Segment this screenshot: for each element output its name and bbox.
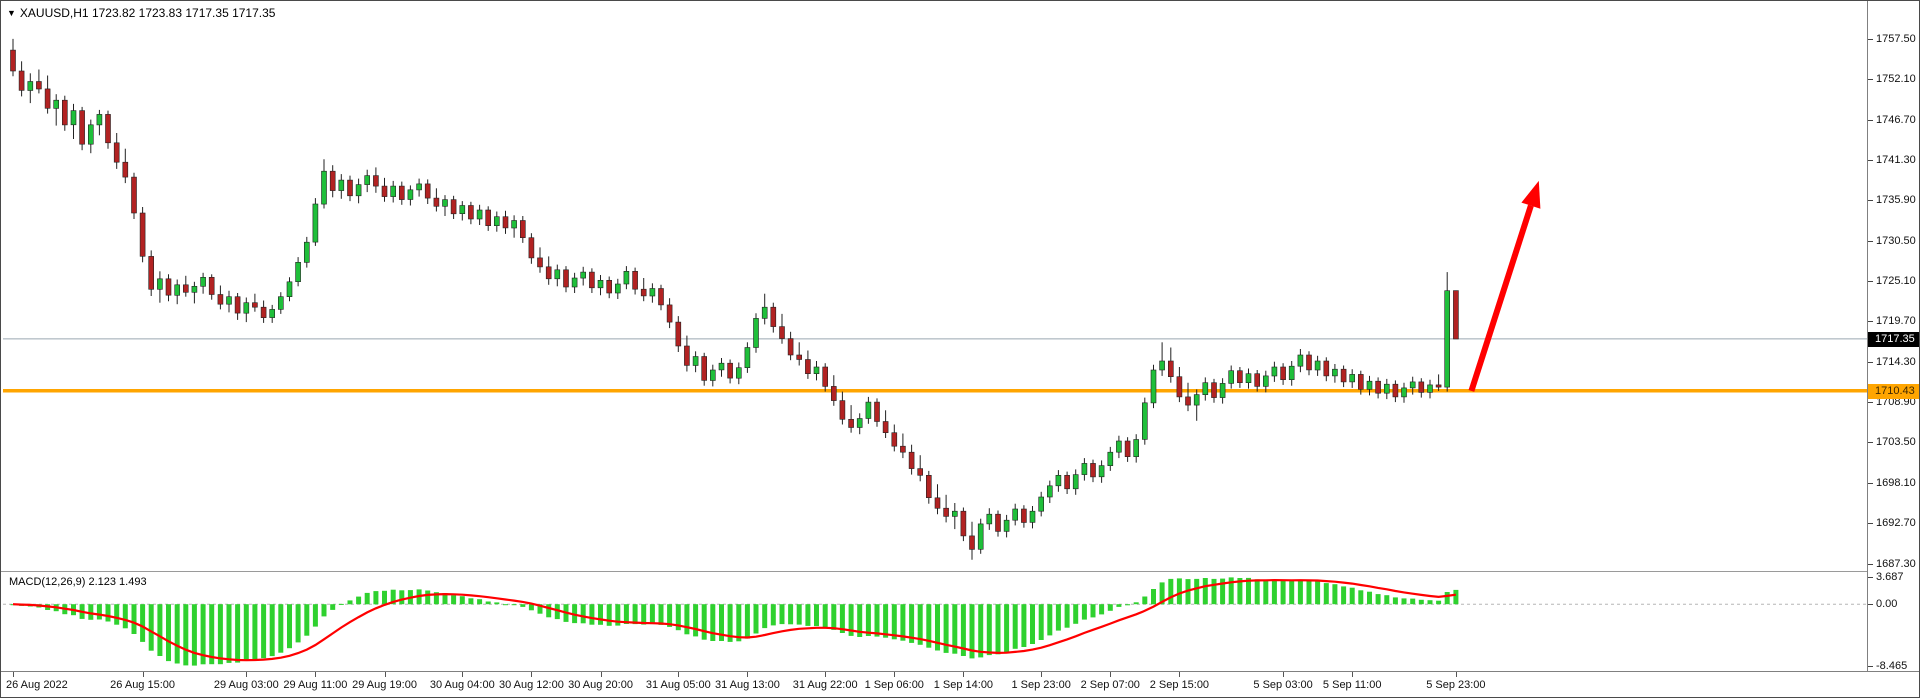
symbol-ohlc-label: XAUUSD,H1 1723.82 1723.83 1717.35 1717.3… — [19, 6, 276, 20]
time-axis-label: 30 Aug 04:00 — [429, 679, 495, 691]
chart-header: ▼ XAUUSD,H1 1723.82 1723.83 1717.35 1717.… — [7, 6, 275, 20]
time-axis-label: 31 Aug 22:00 — [792, 679, 858, 691]
macd-axis-tick — [1868, 604, 1873, 606]
time-axis-label: 1 Sep 06:00 — [864, 679, 924, 691]
time-axis-tick — [384, 672, 386, 677]
time-axis-tick — [600, 672, 602, 677]
trend-arrow-head[interactable] — [1521, 180, 1541, 209]
price-axis-tick — [1868, 159, 1873, 161]
time-axis-tick — [963, 672, 965, 677]
time-axis-label: 1 Sep 23:00 — [1011, 679, 1071, 691]
time-axis-tick — [142, 672, 144, 677]
price-axis-tick — [1868, 281, 1873, 283]
price-axis-tick — [1868, 523, 1873, 525]
macd-indicator-label: MACD(12,26,9) 2.123 1.493 — [9, 576, 147, 588]
price-axis-tick — [1868, 442, 1873, 444]
trend-arrow-line[interactable] — [1468, 204, 1534, 392]
macd-axis-label: 0.00 — [1876, 598, 1898, 611]
time-axis-tick — [1041, 672, 1043, 677]
macd-axis-tick — [1868, 665, 1873, 667]
price-axis-label: 1725.10 — [1876, 275, 1916, 288]
time-axis-tick — [1352, 672, 1354, 677]
time-axis-label: 30 Aug 12:00 — [498, 679, 564, 691]
time-axis-label: 2 Sep 15:00 — [1149, 679, 1210, 691]
price-axis-label: 1692.70 — [1876, 517, 1916, 530]
price-axis-tick — [1868, 482, 1873, 484]
time-axis-tick — [747, 672, 749, 677]
price-axis-tick — [1868, 361, 1873, 363]
time-axis-tick — [1110, 672, 1112, 677]
time-axis-label: 30 Aug 20:00 — [568, 679, 633, 691]
time-axis-tick — [894, 672, 896, 677]
panel-separator[interactable] — [1, 571, 1919, 572]
time-axis-tick — [531, 672, 533, 677]
time-axis-tick — [462, 672, 464, 677]
time-axis-tick — [678, 672, 680, 677]
price-axis-label: 1719.70 — [1876, 315, 1916, 328]
time-axis-tick — [246, 672, 248, 677]
price-axis-tick — [1868, 119, 1873, 121]
price-axis-label: 1714.30 — [1876, 355, 1916, 368]
price-axis-tick — [1868, 200, 1873, 202]
time-axis-label: 29 Aug 19:00 — [352, 679, 417, 691]
panel-separator[interactable] — [1, 671, 1919, 672]
candles — [10, 38, 1459, 560]
price-axis-label: 1703.50 — [1876, 436, 1916, 449]
hline-price-tag: 1710.43 — [1868, 383, 1919, 399]
macd-axis-label: -8.465 — [1876, 659, 1908, 672]
macd-panel-canvas[interactable] — [3, 573, 1869, 671]
price-axis-tick — [1868, 563, 1873, 565]
time-axis-label: 2 Sep 07:00 — [1080, 679, 1140, 691]
macd-histogram — [10, 577, 1459, 666]
macd-indicator-chart — [3, 577, 1869, 666]
price-axis-label: 1757.50 — [1876, 32, 1916, 45]
time-axis-tick — [1179, 672, 1181, 677]
macd-signal-line — [12, 578, 1457, 662]
time-axis-label: 26 Aug 2022 — [6, 679, 68, 691]
macd-axis-label: 3.687 — [1876, 571, 1904, 584]
time-axis-label: 31 Aug 05:00 — [645, 679, 711, 691]
price-axis-label: 1746.70 — [1876, 113, 1916, 126]
time-axis-label: 5 Sep 23:00 — [1426, 679, 1486, 691]
chart-dropdown-icon[interactable]: ▼ — [7, 8, 16, 18]
time-axis-label: 5 Sep 11:00 — [1322, 679, 1382, 691]
price-axis-label: 1698.10 — [1876, 476, 1916, 489]
time-axis-label: 31 Aug 13:00 — [714, 679, 780, 691]
last-price-tag: 1717.35 — [1868, 331, 1919, 347]
price-axis-label: 1752.10 — [1876, 73, 1916, 86]
price-axis-label: 1730.50 — [1876, 234, 1916, 247]
time-axis-tick — [1455, 672, 1457, 677]
time-axis-label: 1 Sep 14:00 — [933, 679, 994, 691]
price-axis-tick — [1868, 240, 1873, 242]
time-axis[interactable]: 26 Aug 2022 26 Aug 15:00 29 Aug 03:00 29 Au… — [1, 672, 1919, 697]
time-axis-tick — [1283, 672, 1285, 677]
time-axis-tick — [13, 672, 14, 677]
time-axis-label: 5 Sep 03:00 — [1253, 679, 1313, 691]
price-chart-canvas[interactable] — [3, 3, 1869, 571]
time-axis-label: 29 Aug 11:00 — [283, 679, 348, 691]
price-axis-label: 1741.30 — [1876, 153, 1916, 166]
macd-axis-tick — [1868, 577, 1873, 579]
price-axis-tick — [1868, 402, 1873, 404]
price-axis-label: 1687.30 — [1876, 557, 1916, 570]
time-axis-tick — [315, 672, 317, 677]
price-axis-tick — [1868, 79, 1873, 81]
time-axis-tick — [825, 672, 827, 677]
time-axis-label: 26 Aug 15:00 — [110, 679, 176, 691]
time-axis-label: 29 Aug 03:00 — [213, 679, 279, 691]
price-axis-tick — [1868, 321, 1873, 323]
price-axis-tick — [1868, 38, 1873, 40]
price-axis-label: 1735.90 — [1876, 194, 1916, 207]
candlestick-chart — [3, 38, 1869, 560]
price-axis-label: 1708.90 — [1876, 396, 1916, 409]
